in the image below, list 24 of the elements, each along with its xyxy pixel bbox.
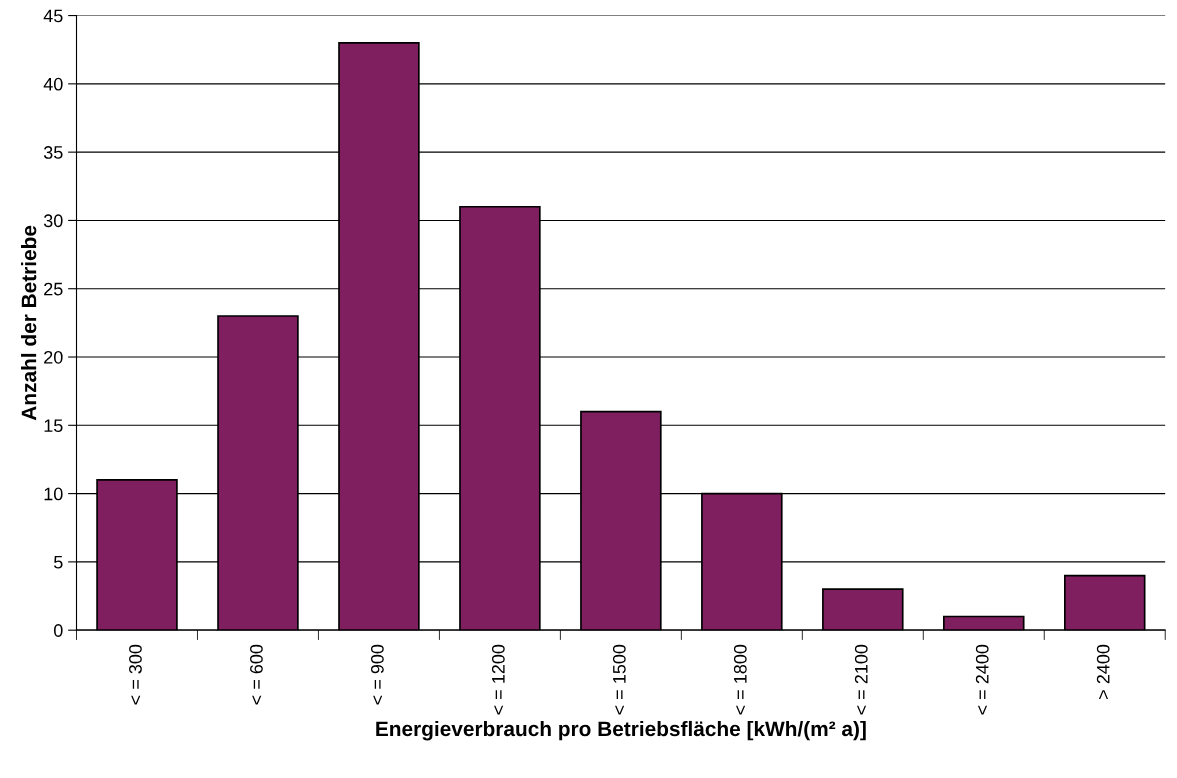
x-tick-label: < = 900: [370, 644, 384, 705]
x-tick-label: < = 300: [129, 644, 142, 705]
x-tick-label: < = 2400: [975, 644, 989, 715]
y-tick-label: 0: [53, 624, 63, 637]
x-tick-label: > 2400: [1096, 644, 1110, 699]
bar: [943, 615, 1025, 631]
y-tick-label: 35: [43, 146, 63, 159]
y-tick-label: 5: [53, 556, 63, 569]
y-tick-label: 10: [44, 487, 63, 501]
y-tick-label: 40: [43, 77, 63, 91]
bar: [1063, 574, 1146, 631]
bar: [822, 588, 904, 631]
x-tick-label: < = 1200: [491, 644, 505, 715]
x-tick-label: < = 600: [250, 644, 263, 705]
x-tick-label: < = 2100: [854, 644, 868, 715]
x-tick-label: < = 1800: [733, 644, 747, 715]
y-tick-label: 45: [43, 9, 63, 23]
y-tick-label: 20: [44, 350, 63, 364]
x-tick-label: < = 1500: [612, 644, 626, 715]
y-tick-label: 25: [44, 282, 63, 296]
y-tick-label: 15: [44, 419, 63, 433]
y-tick-label: 30: [43, 214, 63, 228]
x-axis-title: Energieverbrauch pro Betriebsfläche [kWh/(m² a)]: [376, 720, 866, 741]
y-axis-title: Anzahl der Betriebe: [21, 225, 37, 421]
